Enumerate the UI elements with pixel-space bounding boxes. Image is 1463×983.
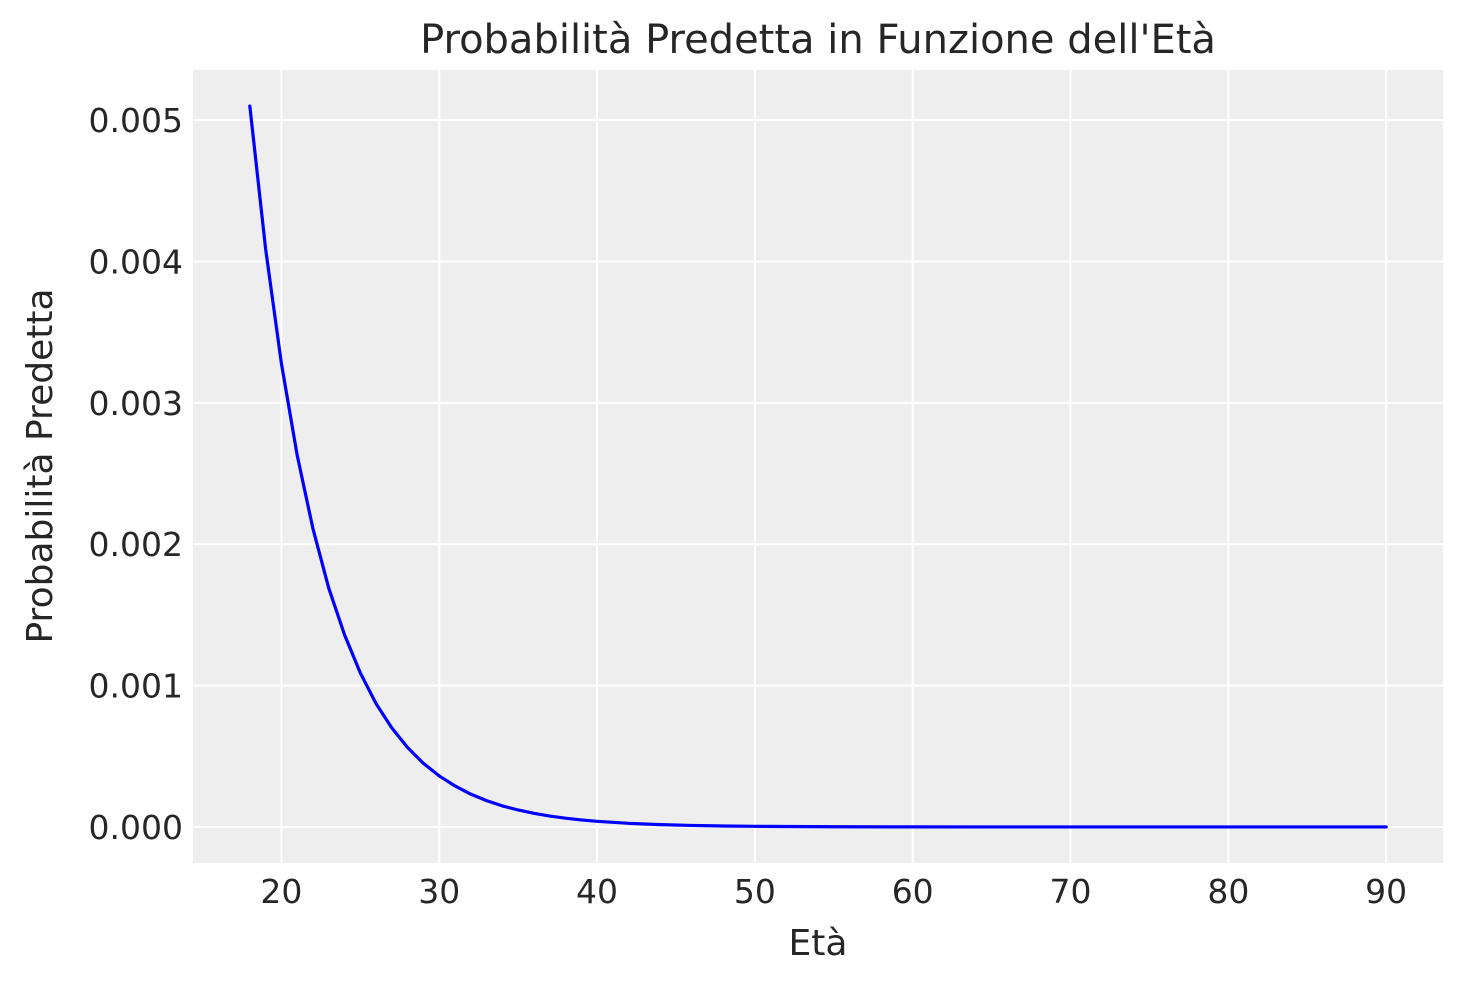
y-tick-label: 0.003 (89, 384, 183, 423)
x-tick-label: 90 (1365, 872, 1407, 911)
series-line-0 (248, 104, 1388, 829)
plot-area (193, 70, 1443, 863)
series-group (248, 104, 1388, 829)
y-tick-label: 0.005 (89, 101, 183, 140)
x-tick-label: 50 (734, 872, 776, 911)
x-tick-label: 40 (576, 872, 618, 911)
x-tick-label: 60 (892, 872, 934, 911)
y-tick-labels: 0.000 0.001 0.002 0.003 0.004 0.005 (89, 101, 183, 847)
grid-x (280, 70, 1388, 863)
y-axis-label: Probabilità Predetta (20, 288, 61, 643)
x-tick-label: 30 (418, 872, 460, 911)
x-tick-label: 70 (1050, 872, 1092, 911)
x-tick-label: 80 (1207, 872, 1249, 911)
x-axis-label: Età (789, 923, 848, 964)
y-tick-label: 0.000 (89, 808, 183, 847)
y-tick-label: 0.004 (89, 243, 183, 282)
x-tick-labels: 20 30 40 50 60 70 80 90 (260, 872, 1407, 911)
y-tick-label: 0.001 (89, 667, 183, 706)
chart-title: Probabilità Predetta in Funzione dell'Et… (420, 17, 1216, 63)
y-tick-label: 0.002 (89, 525, 183, 564)
x-tick-label: 20 (260, 872, 302, 911)
